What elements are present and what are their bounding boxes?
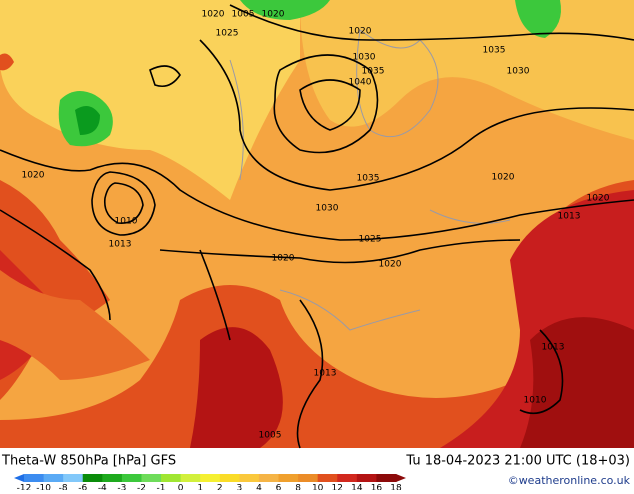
isobar-label: 1020 <box>262 10 285 20</box>
credit: ©weatheronline.co.uk <box>508 474 631 487</box>
legend-label: 16 <box>371 484 383 491</box>
isobar-label: 1030 <box>353 53 376 63</box>
legend-swatch <box>376 474 397 482</box>
legend-label: 12 <box>332 484 343 491</box>
legend-swatch <box>219 474 240 482</box>
legend-swatch <box>200 474 221 482</box>
legend-swatch <box>121 474 142 482</box>
legend-swatch <box>24 474 45 482</box>
isobar-labels: 1020 1005 1020 1025 1020 1035 1030 1035 … <box>22 10 610 441</box>
legend-label: 14 <box>351 484 363 491</box>
isobar-label: 1020 <box>202 10 225 20</box>
legend-swatch <box>43 474 64 482</box>
isobar-label: 1013 <box>314 369 337 379</box>
isobar-label: 1005 <box>232 10 255 20</box>
isobar-label: 1020 <box>492 173 515 183</box>
legend-swatch <box>161 474 182 482</box>
legend-swatch <box>356 474 377 482</box>
isobars <box>0 4 634 449</box>
isobar-label: 1013 <box>542 343 565 353</box>
datetime: Tu 18-04-2023 21:00 UTC (18+03) <box>405 454 630 469</box>
legend-label: 3 <box>237 484 243 491</box>
isobar-label: 1035 <box>362 67 385 77</box>
legend-swatch <box>141 474 162 482</box>
isobar-label: 1030 <box>316 204 339 214</box>
isobar-label: 1030 <box>507 67 530 77</box>
isobar-label: 1035 <box>357 174 380 184</box>
isobar-label: 1040 <box>349 78 372 88</box>
isobar-label: 1020 <box>349 27 372 37</box>
isobar-label: 1020 <box>272 254 295 264</box>
legend-label: -2 <box>137 484 146 491</box>
legend-label: 8 <box>295 484 301 491</box>
legend-label: 4 <box>256 484 262 491</box>
map-background <box>0 0 634 448</box>
legend-arrow-right <box>396 474 406 482</box>
isobar-label: 1010 <box>524 396 547 406</box>
legend-swatch <box>82 474 103 482</box>
color-legend: -12 -10 -8 -6 -4 -3 -2 -1 0 1 2 3 4 6 8 10 12 14 16 18 <box>14 474 406 494</box>
isobar-label: 1035 <box>483 46 506 56</box>
legend-swatch <box>180 474 201 482</box>
legend-label: 18 <box>390 484 402 491</box>
legend-arrow-left <box>14 474 24 482</box>
legend-swatch <box>278 474 299 482</box>
isobar-label: 1025 <box>216 29 239 39</box>
legend-swatch <box>337 474 358 482</box>
isobar-label: 1010 <box>115 217 138 227</box>
legend-label: -6 <box>78 484 87 491</box>
legend-swatch <box>102 474 123 482</box>
legend-swatch <box>317 474 338 482</box>
legend-label: -3 <box>117 484 126 491</box>
isobar-label: 1013 <box>109 240 132 250</box>
legend-label: 2 <box>217 484 223 491</box>
legend-swatch <box>298 474 319 482</box>
isobar-label: 1005 <box>259 431 282 441</box>
isobar-label: 1025 <box>359 235 382 245</box>
legend-label: 0 <box>178 484 184 491</box>
legend-label: 1 <box>197 484 203 491</box>
isobar-label: 1020 <box>587 194 610 204</box>
legend-label: 6 <box>276 484 282 491</box>
legend-label: -4 <box>98 484 107 491</box>
legend-label: 10 <box>312 484 324 491</box>
map-title: Theta-W 850hPa [hPa] GFS <box>1 454 176 469</box>
legend-swatch <box>239 474 260 482</box>
legend-label: -12 <box>17 484 32 491</box>
isobar-label: 1020 <box>379 260 402 270</box>
legend-label: -1 <box>157 484 166 491</box>
legend-label: -10 <box>36 484 51 491</box>
legend-label: -8 <box>59 484 68 491</box>
legend-swatch <box>258 474 280 482</box>
isobar-label: 1020 <box>22 171 45 181</box>
legend-swatch <box>63 474 84 482</box>
isobar-label: 1013 <box>558 212 581 222</box>
